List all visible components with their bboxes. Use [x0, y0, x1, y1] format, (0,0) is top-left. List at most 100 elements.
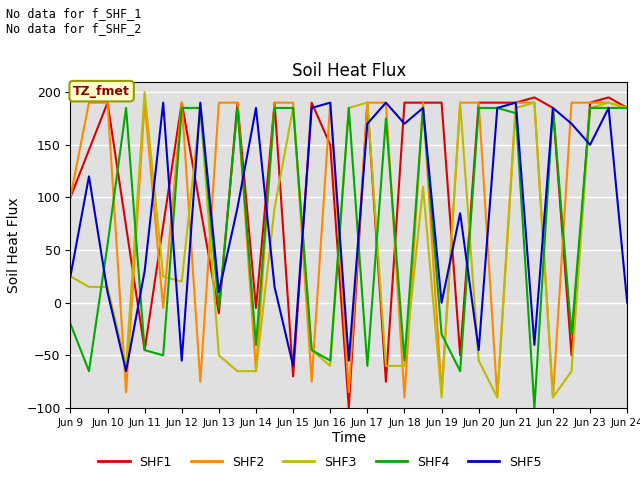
SHF3 [308, 347, 316, 353]
SHF3 [456, 100, 464, 106]
SHF5 [234, 205, 241, 211]
SHF1 [568, 352, 575, 358]
SHF5 [67, 274, 74, 279]
SHF2 [512, 100, 520, 106]
SHF5 [549, 105, 557, 111]
SHF2 [586, 100, 594, 106]
SHF4 [289, 105, 297, 111]
SHF1 [549, 105, 557, 111]
SHF2 [326, 100, 334, 106]
SHF5 [382, 100, 390, 106]
SHF1 [605, 95, 612, 100]
SHF4 [159, 352, 167, 358]
SHF1 [438, 100, 445, 106]
SHF2 [122, 389, 130, 395]
SHF5 [438, 300, 445, 306]
SHF3 [178, 279, 186, 285]
SHF4 [67, 321, 74, 327]
SHF5 [159, 100, 167, 106]
SHF5 [85, 173, 93, 179]
SHF3 [475, 358, 483, 363]
SHF4 [605, 105, 612, 111]
SHF2 [67, 194, 74, 200]
SHF1 [156, 247, 163, 253]
SHF3 [85, 284, 93, 290]
SHF3 [271, 205, 278, 211]
SHF4 [85, 368, 93, 374]
SHF2 [438, 389, 445, 395]
Line: SHF2: SHF2 [70, 103, 627, 397]
SHF1 [141, 347, 148, 353]
SHF3 [104, 284, 111, 290]
SHF2 [475, 100, 483, 106]
SHF5 [178, 358, 186, 363]
SHF3 [531, 100, 538, 106]
SHF5 [586, 142, 594, 148]
SHF3 [364, 100, 371, 106]
SHF2 [568, 100, 575, 106]
SHF2 [605, 100, 612, 106]
SHF5 [271, 284, 278, 290]
SHF3 [586, 105, 594, 111]
SHF1 [252, 305, 260, 311]
SHF4 [401, 358, 408, 363]
SHF2 [401, 395, 408, 400]
SHF3 [122, 363, 130, 369]
SHF1 [104, 100, 111, 106]
SHF4 [178, 105, 186, 111]
SHF4 [456, 368, 464, 374]
X-axis label: Time: Time [332, 431, 366, 444]
SHF4 [623, 105, 631, 111]
SHF4 [215, 305, 223, 311]
SHF5 [141, 268, 148, 274]
SHF4 [568, 331, 575, 337]
SHF5 [605, 105, 612, 111]
SHF2 [215, 100, 223, 106]
SHF4 [531, 405, 538, 411]
SHF3 [252, 368, 260, 374]
SHF3 [382, 363, 390, 369]
SHF4 [512, 110, 520, 116]
Text: TZ_fmet: TZ_fmet [73, 84, 130, 97]
SHF3 [215, 352, 223, 358]
SHF4 [438, 331, 445, 337]
Line: SHF5: SHF5 [70, 103, 627, 371]
SHF5 [623, 300, 631, 306]
SHF1 [364, 100, 371, 106]
Line: SHF1: SHF1 [70, 97, 627, 408]
SHF1 [178, 100, 186, 106]
SHF3 [401, 363, 408, 369]
SHF5 [475, 347, 483, 353]
SHF4 [141, 347, 148, 353]
SHF2 [85, 100, 93, 106]
SHF2 [196, 379, 204, 384]
SHF3 [512, 105, 520, 111]
SHF1 [215, 311, 223, 316]
SHF5 [104, 289, 111, 295]
SHF1 [67, 194, 74, 200]
SHF5 [326, 100, 334, 106]
SHF3 [289, 105, 297, 111]
Text: No data for f_SHF_1
No data for f_SHF_2: No data for f_SHF_1 No data for f_SHF_2 [6, 7, 142, 35]
SHF3 [67, 274, 74, 279]
SHF4 [271, 105, 278, 111]
SHF4 [364, 363, 371, 369]
SHF5 [308, 105, 316, 111]
SHF3 [623, 105, 631, 111]
SHF3 [568, 368, 575, 374]
SHF5 [512, 100, 520, 106]
SHF5 [568, 121, 575, 127]
SHF2 [308, 379, 316, 384]
SHF4 [308, 347, 316, 353]
SHF4 [586, 105, 594, 111]
SHF2 [419, 100, 427, 106]
SHF2 [549, 395, 557, 400]
SHF4 [234, 105, 241, 111]
SHF2 [104, 100, 111, 106]
SHF3 [234, 368, 241, 374]
SHF2 [178, 100, 186, 106]
SHF1 [271, 100, 278, 106]
SHF1 [289, 373, 297, 379]
SHF1 [419, 100, 427, 106]
SHF1 [475, 100, 483, 106]
